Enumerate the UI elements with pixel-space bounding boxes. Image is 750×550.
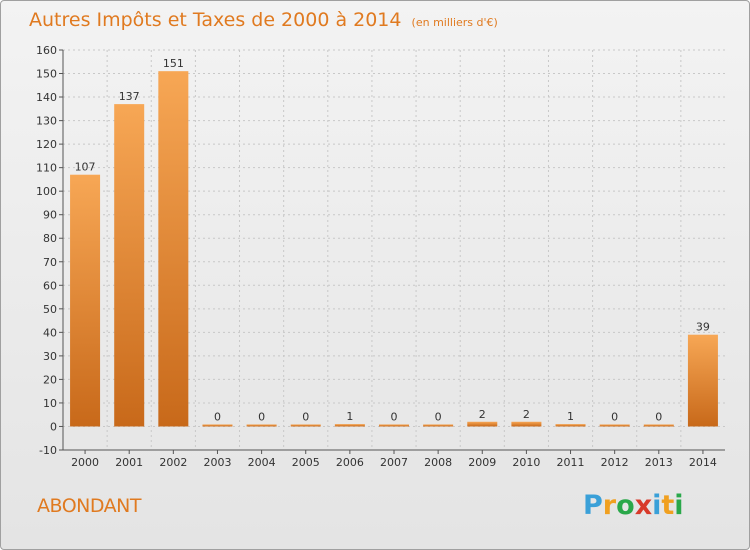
x-tick-label: 2012 <box>601 456 629 469</box>
x-tick-label: 2007 <box>380 456 408 469</box>
y-tick-label: -10 <box>39 444 57 457</box>
x-tick-label: 2010 <box>512 456 540 469</box>
y-tick-label: 40 <box>43 326 57 339</box>
data-label: 2 <box>479 408 486 421</box>
y-tick-label: 10 <box>43 397 57 410</box>
x-tick-label: 2009 <box>468 456 496 469</box>
x-tick-label: 2000 <box>71 456 99 469</box>
y-tick-label: 110 <box>36 162 57 175</box>
y-tick-label: 160 <box>36 44 57 57</box>
y-tick-label: 120 <box>36 138 57 151</box>
bar <box>555 424 586 427</box>
data-label: 1 <box>567 410 574 423</box>
data-label: 39 <box>696 321 710 334</box>
x-tick-label: 2002 <box>159 456 187 469</box>
data-label: 151 <box>163 57 184 70</box>
x-tick-label: 2006 <box>336 456 364 469</box>
x-tick-label: 2011 <box>557 456 585 469</box>
bar <box>511 421 542 427</box>
y-tick-label: 130 <box>36 115 57 128</box>
data-label: 2 <box>523 408 530 421</box>
y-tick-label: 90 <box>43 209 57 222</box>
chart-title-text: Autres Impôts et Taxes de 2000 à 2014 <box>29 9 402 31</box>
x-tick-label: 2004 <box>248 456 276 469</box>
data-label: 0 <box>611 410 618 423</box>
data-label: 0 <box>391 410 398 423</box>
y-tick-label: 0 <box>50 420 57 433</box>
bar <box>467 421 498 427</box>
bar <box>334 424 365 427</box>
y-tick-label: 50 <box>43 303 57 316</box>
y-tick-label: 150 <box>36 68 57 81</box>
data-label: 0 <box>302 410 309 423</box>
data-label: 107 <box>75 161 96 174</box>
x-tick-label: 2003 <box>203 456 231 469</box>
data-label: 137 <box>119 90 140 103</box>
y-tick-label: 80 <box>43 232 57 245</box>
bar <box>70 174 101 427</box>
data-label: 0 <box>258 410 265 423</box>
y-tick-label: 100 <box>36 185 57 198</box>
x-tick-label: 2013 <box>645 456 673 469</box>
bar <box>687 334 718 427</box>
data-label: 1 <box>346 410 353 423</box>
x-tick-label: 2005 <box>292 456 320 469</box>
x-tick-label: 2014 <box>689 456 717 469</box>
y-tick-label: 30 <box>43 350 57 363</box>
bar <box>202 424 233 427</box>
proxiti-logo[interactable]: Proxiti <box>583 490 684 521</box>
bar <box>158 71 189 427</box>
x-tick-label: 2001 <box>115 456 143 469</box>
y-tick-label: 20 <box>43 373 57 386</box>
data-label: 0 <box>214 410 221 423</box>
bar <box>379 424 409 427</box>
data-label: 0 <box>435 410 442 423</box>
data-label: 0 <box>655 410 662 423</box>
bar <box>643 424 674 427</box>
bar <box>599 424 630 427</box>
y-tick-label: 60 <box>43 279 57 292</box>
bar <box>290 424 321 427</box>
chart-unit: (en milliers d'€) <box>411 16 498 29</box>
chart-title: Autres Impôts et Taxes de 2000 à 2014 (e… <box>29 9 498 31</box>
bar <box>114 104 145 427</box>
y-tick-label: 70 <box>43 256 57 269</box>
bar <box>423 424 454 427</box>
bar <box>246 424 277 427</box>
x-tick-label: 2008 <box>424 456 452 469</box>
commune-name: ABONDANT <box>37 495 141 517</box>
y-tick-label: 140 <box>36 91 57 104</box>
